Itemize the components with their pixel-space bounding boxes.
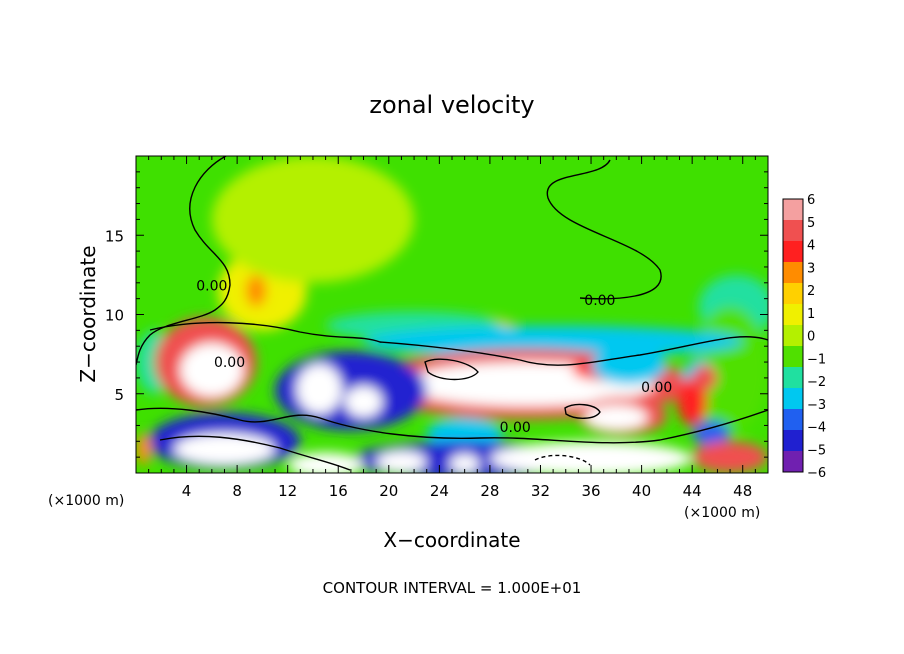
colorbar-tick-label-1: 5 (807, 216, 815, 231)
x-tick-label-11: 48 (733, 482, 752, 500)
colorbar-tick-labels: 6 5 4 3 2 1 0 −1 −2 −3 −4 −5 −6 (807, 193, 826, 481)
x-tick-label-2: 12 (278, 482, 297, 500)
x-tick-label-0: 4 (182, 482, 192, 500)
field-region-24 (692, 441, 768, 473)
colorbar-swatch-6 (783, 325, 803, 347)
field-region-1 (211, 156, 415, 283)
colorbar-tick-label-5: 1 (807, 307, 815, 322)
x-unit-right: (×1000 m) (684, 505, 760, 521)
field-region-20 (591, 346, 667, 385)
field-region-28 (136, 433, 152, 466)
colorbar-tick-label-10: −4 (807, 421, 826, 436)
y-tick-label-0: 5 (114, 386, 124, 404)
x-tick-label-1: 8 (232, 482, 242, 500)
colorbar-swatch-8 (783, 367, 803, 389)
field-region-17 (296, 363, 343, 415)
y-axis-label: Z−coordinate (76, 245, 100, 382)
colorbar-swatch-5 (783, 304, 803, 326)
colorbar-tick-label-6: 0 (807, 330, 815, 345)
contour-small-1 (424, 358, 479, 381)
colorbar-tick-label-3: 3 (807, 261, 815, 276)
contour-small-2 (564, 403, 601, 419)
colorbar: 6 5 4 3 2 1 0 −1 −2 −3 −4 −5 −6 (782, 193, 826, 481)
y-tick-label-1: 10 (105, 307, 124, 325)
contour-upper-right (546, 159, 662, 300)
colorbar-swatch-9 (783, 388, 803, 410)
colorbar-frame (782, 198, 804, 473)
x-unit-left: (×1000 m) (48, 493, 124, 509)
x-tick-label-10: 44 (683, 482, 702, 500)
colorbar-swatch-12 (783, 451, 803, 473)
contour-label-3: 0.00 (214, 355, 245, 371)
field-region-25 (692, 365, 718, 391)
contour-bottom (159, 435, 351, 471)
colorbar-swatch-7 (783, 346, 803, 368)
colorbar-swatch-1 (783, 220, 803, 242)
colorbar-swatch-10 (783, 409, 803, 431)
field-region-10 (180, 343, 244, 397)
colorbar-swatch-4 (783, 283, 803, 305)
contour-main (149, 321, 768, 366)
x-tick-label-3: 16 (329, 482, 348, 500)
x-tick-label-7: 32 (531, 482, 550, 500)
x-tick-label-8: 36 (581, 482, 600, 500)
contour-upper (136, 156, 231, 366)
colorbar-swatch-11 (783, 430, 803, 452)
field-region-23 (676, 377, 708, 426)
field-region-33 (449, 453, 480, 473)
plot-area: 0.00 0.00 0.00 0.00 0.00 (135, 155, 769, 474)
field-region-18 (344, 385, 383, 418)
contour-lines (136, 156, 768, 471)
x-tick-label-4: 20 (379, 482, 398, 500)
colorbar-tick-label-12: −6 (807, 466, 826, 481)
contour-labels: 0.00 0.00 0.00 0.00 0.00 (196, 279, 672, 436)
axis-ticks (136, 156, 768, 473)
colorbar-tick-label-4: 2 (807, 284, 815, 299)
colorbar-swatch-0 (783, 199, 803, 221)
contour-label-2: 0.00 (500, 420, 531, 436)
x-tick-label-6: 28 (480, 482, 499, 500)
x-tick-labels: 4 8 12 16 20 24 28 32 36 40 44 48 (182, 482, 752, 500)
contour-interval-note: CONTOUR INTERVAL = 1.000E+01 (323, 579, 582, 597)
field-region-14 (584, 404, 648, 431)
colorbar-tick-label-2: 4 (807, 239, 815, 254)
colorbar-swatch-2 (783, 241, 803, 263)
x-axis-label: X−coordinate (383, 528, 520, 552)
contour-label-1: 0.00 (641, 380, 672, 396)
colorbar-tick-label-9: −3 (807, 398, 826, 413)
contour-dashed (534, 454, 591, 466)
contour-lower (136, 407, 768, 444)
colorbar-swatches (783, 199, 803, 473)
y-tick-label-2: 15 (105, 227, 124, 245)
colorbar-tick-label-7: −1 (807, 352, 826, 367)
field-region-22 (692, 420, 731, 447)
contour-label-4: 0.00 (196, 279, 227, 295)
x-tick-label-9: 40 (632, 482, 651, 500)
colorbar-tick-label-11: −5 (807, 443, 826, 458)
field-region-19 (426, 417, 503, 450)
colorbar-tick-label-8: −2 (807, 375, 826, 390)
y-tick-labels: 5 10 15 (105, 227, 124, 404)
chart-title: zonal velocity (369, 91, 534, 119)
contour-label-0: 0.00 (584, 293, 615, 309)
colorbar-swatch-3 (783, 262, 803, 284)
field-region-2 (245, 274, 267, 307)
colorbar-tick-label-0: 6 (807, 193, 815, 208)
field-region-31 (287, 452, 364, 473)
x-tick-label-5: 24 (430, 482, 449, 500)
